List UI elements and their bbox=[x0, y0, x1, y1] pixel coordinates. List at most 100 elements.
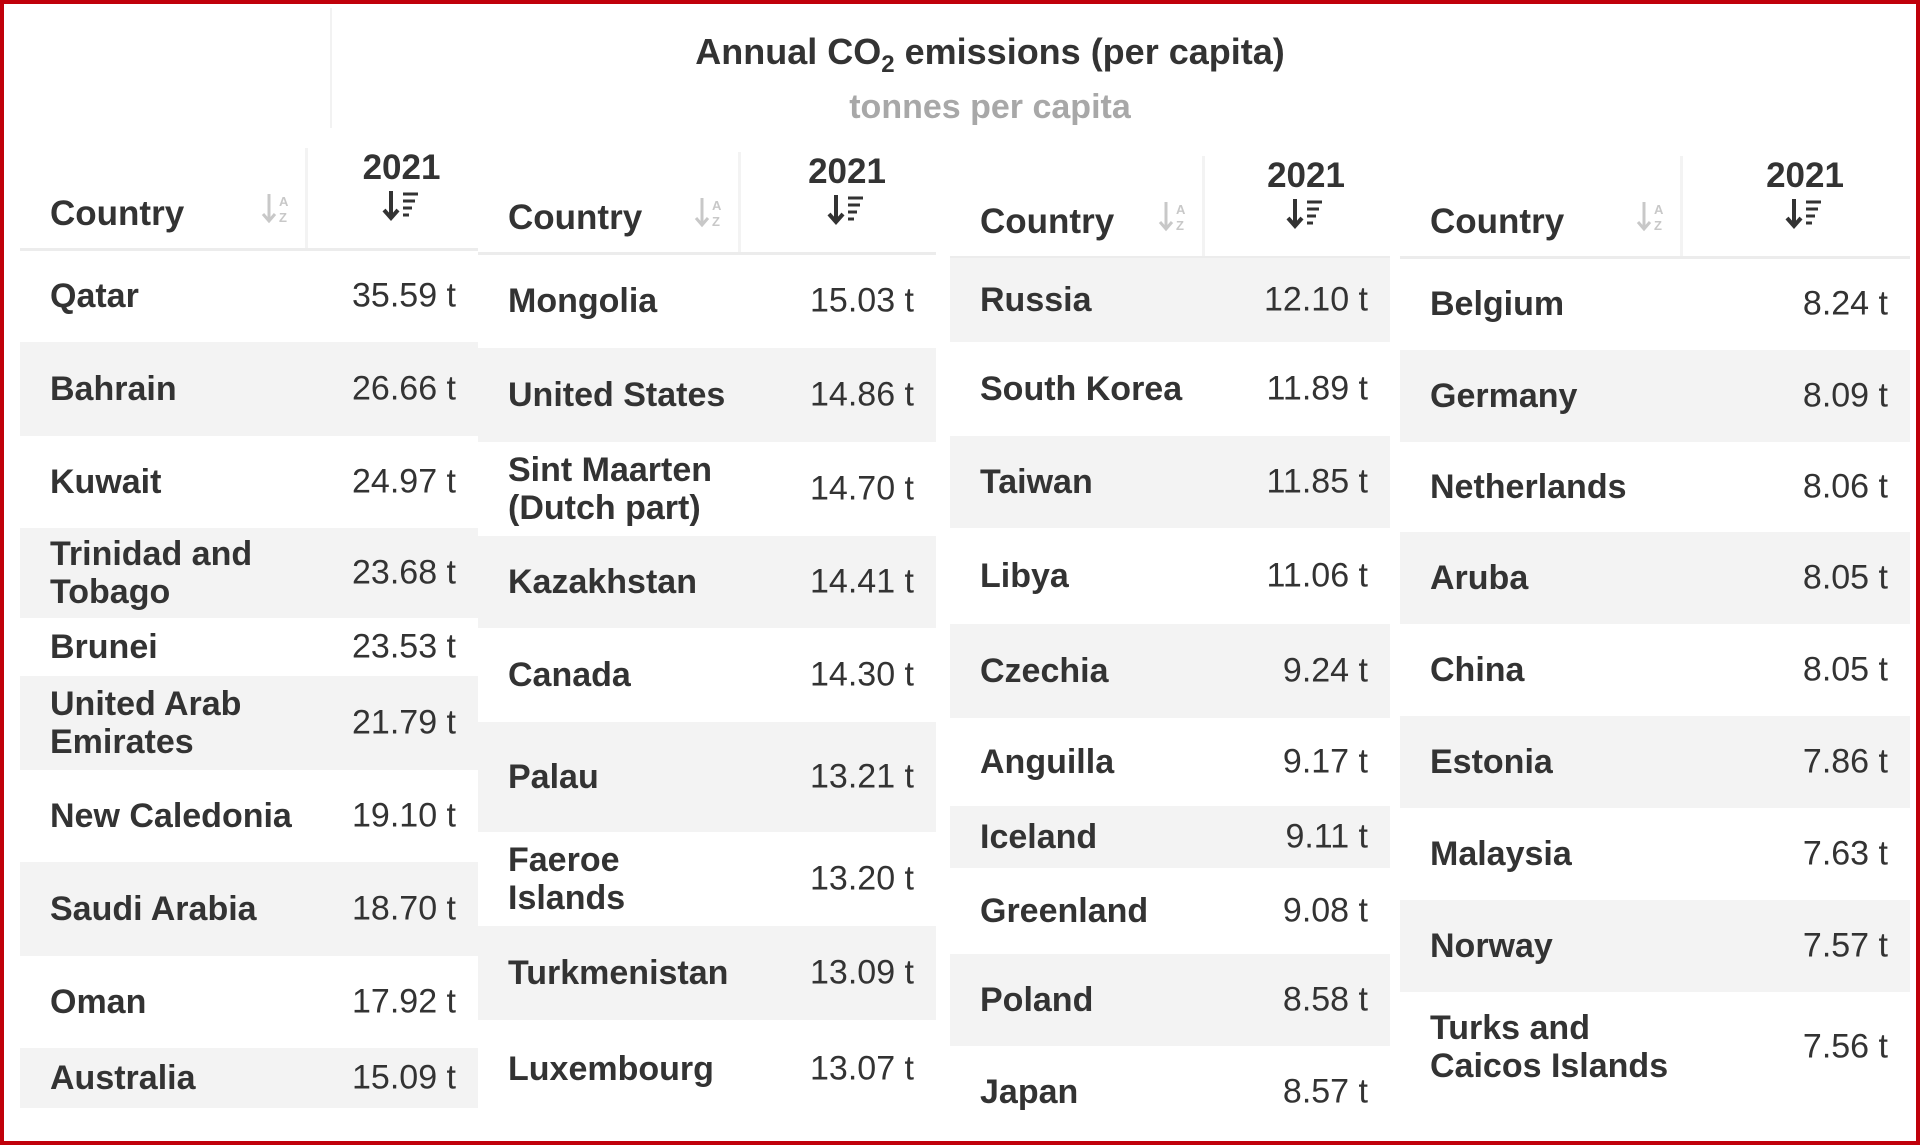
emission-value: 23.53 t bbox=[352, 627, 456, 666]
table-row: Taiwan 11.85 t bbox=[950, 436, 1390, 528]
table-header: Country A Z 2021 bbox=[20, 148, 478, 251]
emission-value: 8.09 t bbox=[1802, 376, 1888, 415]
country-name: Russia bbox=[980, 281, 1092, 319]
country-name: Kuwait bbox=[50, 463, 162, 501]
column-header-country[interactable]: Country bbox=[508, 198, 643, 237]
header-separator bbox=[738, 152, 741, 252]
country-name: Oman bbox=[50, 983, 147, 1021]
country-name: Estonia bbox=[1430, 743, 1553, 781]
country-name: Bahrain bbox=[50, 370, 177, 408]
emission-value: 13.07 t bbox=[810, 1049, 914, 1088]
country-name: Japan bbox=[980, 1073, 1079, 1111]
emission-value: 26.66 t bbox=[352, 369, 456, 408]
emission-value: 14.86 t bbox=[810, 375, 914, 414]
svg-text:Z: Z bbox=[1654, 218, 1662, 233]
table-header: Country A Z 2021 bbox=[478, 152, 936, 255]
table-row: China 8.05 t bbox=[1400, 624, 1910, 716]
sort-alpha-icon[interactable]: A Z bbox=[1636, 198, 1670, 234]
country-name: Trinidad and Tobago bbox=[50, 535, 253, 611]
column-header-year[interactable]: 2021 bbox=[1766, 156, 1844, 195]
table-row: Germany 8.09 t bbox=[1400, 350, 1910, 442]
chart-title: Annual CO2 emissions (per capita) bbox=[695, 31, 1285, 79]
table-row: Palau 13.21 t bbox=[478, 722, 936, 832]
sort-descending-icon[interactable] bbox=[1286, 196, 1326, 230]
country-name: Netherlands bbox=[1430, 468, 1627, 506]
table-row: Oman 17.92 t bbox=[20, 956, 478, 1048]
emission-value: 17.92 t bbox=[352, 982, 456, 1021]
country-name: Libya bbox=[980, 557, 1069, 595]
emission-value: 7.86 t bbox=[1802, 742, 1888, 781]
emission-value: 11.89 t bbox=[1266, 369, 1368, 408]
sort-descending-icon[interactable] bbox=[381, 188, 422, 222]
country-name: Aruba bbox=[1430, 559, 1529, 597]
sort-descending-icon[interactable] bbox=[1785, 196, 1825, 230]
emission-value: 8.05 t bbox=[1802, 650, 1888, 689]
column-header-country[interactable]: Country bbox=[50, 194, 185, 233]
emission-value: 21.79 t bbox=[352, 703, 456, 742]
table-row: Luxembourg 13.07 t bbox=[478, 1020, 936, 1118]
emission-value: 19.10 t bbox=[352, 796, 456, 835]
emission-value: 12.10 t bbox=[1264, 280, 1368, 319]
table-row: Kuwait 24.97 t bbox=[20, 436, 478, 528]
emission-value: 8.06 t bbox=[1802, 467, 1888, 506]
country-name: Greenland bbox=[980, 892, 1149, 930]
emission-value: 14.41 t bbox=[810, 562, 914, 601]
emission-value: 15.03 t bbox=[810, 281, 914, 320]
country-name: Palau bbox=[508, 758, 599, 796]
country-name: Qatar bbox=[50, 277, 139, 315]
column-header-year[interactable]: 2021 bbox=[808, 152, 886, 191]
chart-title-block: Annual CO2 emissions (per capita) tonnes… bbox=[330, 30, 1650, 127]
table-row: Norway 7.57 t bbox=[1400, 900, 1910, 992]
table-row: Bahrain 26.66 t bbox=[20, 342, 478, 436]
country-name: New Caledonia bbox=[50, 797, 292, 835]
table-header: Country A Z 2021 bbox=[950, 156, 1390, 259]
country-name: China bbox=[1430, 651, 1525, 689]
column-header-year[interactable]: 2021 bbox=[362, 148, 441, 187]
country-name: Turks and Caicos Islands bbox=[1430, 1009, 1669, 1085]
table-row: Belgium 8.24 t bbox=[1400, 258, 1910, 350]
country-name: Faeroe Islands bbox=[508, 841, 626, 917]
country-name: South Korea bbox=[980, 370, 1183, 408]
header-separator bbox=[1680, 156, 1683, 256]
emission-value: 7.63 t bbox=[1802, 834, 1888, 873]
table-row: Aruba 8.05 t bbox=[1400, 532, 1910, 624]
column-header-country[interactable]: Country bbox=[980, 202, 1115, 241]
country-name: Taiwan bbox=[980, 463, 1093, 501]
header-divider bbox=[330, 8, 332, 128]
sort-alpha-icon[interactable]: A Z bbox=[261, 190, 295, 226]
table-row: Trinidad and Tobago 23.68 t bbox=[20, 528, 478, 618]
country-name: Sint Maarten (Dutch part) bbox=[508, 451, 713, 527]
emission-value: 14.70 t bbox=[810, 469, 914, 508]
table-row: Turkmenistan 13.09 t bbox=[478, 926, 936, 1020]
country-name: Iceland bbox=[980, 818, 1098, 856]
column-header-year[interactable]: 2021 bbox=[1267, 156, 1345, 195]
country-name: Saudi Arabia bbox=[50, 890, 257, 928]
country-name: Luxembourg bbox=[508, 1050, 714, 1088]
table-row: Greenland 9.08 t bbox=[950, 868, 1390, 954]
sort-descending-icon[interactable] bbox=[827, 192, 867, 226]
column-header-country[interactable]: Country bbox=[1430, 202, 1565, 241]
table-row: Brunei 23.53 t bbox=[20, 618, 478, 676]
country-name: Norway bbox=[1430, 927, 1553, 965]
emission-value: 13.20 t bbox=[810, 859, 914, 898]
table-row: Netherlands 8.06 t bbox=[1400, 442, 1910, 532]
svg-text:A: A bbox=[279, 194, 289, 209]
svg-text:A: A bbox=[1654, 202, 1664, 217]
country-name: Turkmenistan bbox=[508, 954, 729, 992]
emission-value: 8.57 t bbox=[1282, 1072, 1368, 1111]
sort-alpha-icon[interactable]: A Z bbox=[1158, 198, 1192, 234]
emission-value: 15.09 t bbox=[352, 1058, 456, 1097]
table-row: Qatar 35.59 t bbox=[20, 250, 478, 342]
emission-value: 18.70 t bbox=[352, 889, 456, 928]
sort-alpha-icon[interactable]: A Z bbox=[694, 194, 728, 230]
svg-text:Z: Z bbox=[712, 214, 720, 229]
table-row: South Korea 11.89 t bbox=[950, 342, 1390, 436]
table-row: New Caledonia 19.10 t bbox=[20, 770, 478, 862]
table-row: Sint Maarten (Dutch part) 14.70 t bbox=[478, 442, 936, 536]
emission-value: 13.21 t bbox=[810, 757, 914, 796]
table-row: Russia 12.10 t bbox=[950, 258, 1390, 342]
country-name: United Arab Emirates bbox=[50, 685, 242, 761]
emission-value: 8.58 t bbox=[1282, 980, 1368, 1019]
table-row: Canada 14.30 t bbox=[478, 628, 936, 722]
emission-value: 9.08 t bbox=[1282, 891, 1368, 930]
